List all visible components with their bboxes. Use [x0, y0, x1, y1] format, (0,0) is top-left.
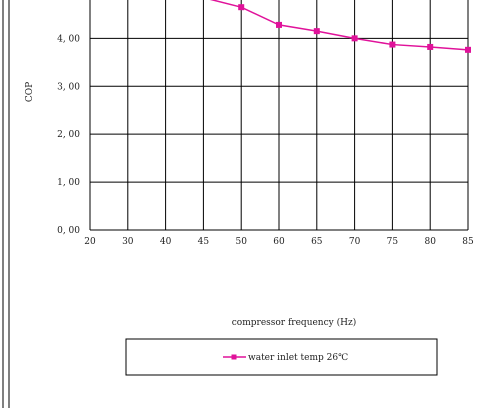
x-tick-label: 45 [198, 237, 210, 247]
x-tick-label: 65 [311, 237, 323, 247]
data-point-marker [465, 46, 471, 53]
x-tick-label: 80 [424, 237, 436, 247]
data-point-marker [389, 41, 396, 48]
legend-box [125, 338, 438, 376]
x-axis-label: compressor frequency (Hz) [232, 317, 356, 328]
y-tick-labels: 0, 00 1, 00 2, 00 3, 00 4, 00 [57, 34, 80, 236]
x-tick-label: 40 [160, 237, 172, 247]
legend-entry-label: water inlet temp 26℃ [248, 353, 348, 363]
y-tick-label: 4, 00 [57, 34, 80, 44]
legend: water inlet temp 26℃ [125, 338, 438, 376]
y-tick-label: 2, 00 [57, 130, 80, 140]
data-point-marker [427, 43, 434, 50]
y-tick-label: 3, 00 [57, 82, 80, 92]
x-tick-label: 20 [84, 237, 96, 247]
y-axis-label: COP [25, 82, 35, 102]
data-point-marker [313, 28, 320, 35]
data-point-marker [238, 4, 245, 11]
x-tick-labels: 20 30 40 45 50 60 65 70 75 80 85 [84, 237, 474, 247]
data-point-marker [276, 21, 282, 28]
series-layer [209, 0, 471, 53]
series-line [209, 0, 469, 51]
y-tick-label: 0, 00 [57, 226, 80, 236]
x-tick-label: 85 [462, 237, 474, 247]
grid [89, 0, 469, 231]
y-tick-label: 1, 00 [57, 178, 80, 188]
data-point-marker [351, 35, 358, 42]
x-tick-label: 70 [349, 237, 361, 247]
x-tick-label: 75 [387, 237, 399, 247]
x-tick-label: 50 [235, 237, 247, 247]
x-tick-label: 60 [273, 237, 285, 247]
x-tick-label: 30 [122, 237, 134, 247]
legend-marker-swatch [231, 354, 237, 360]
